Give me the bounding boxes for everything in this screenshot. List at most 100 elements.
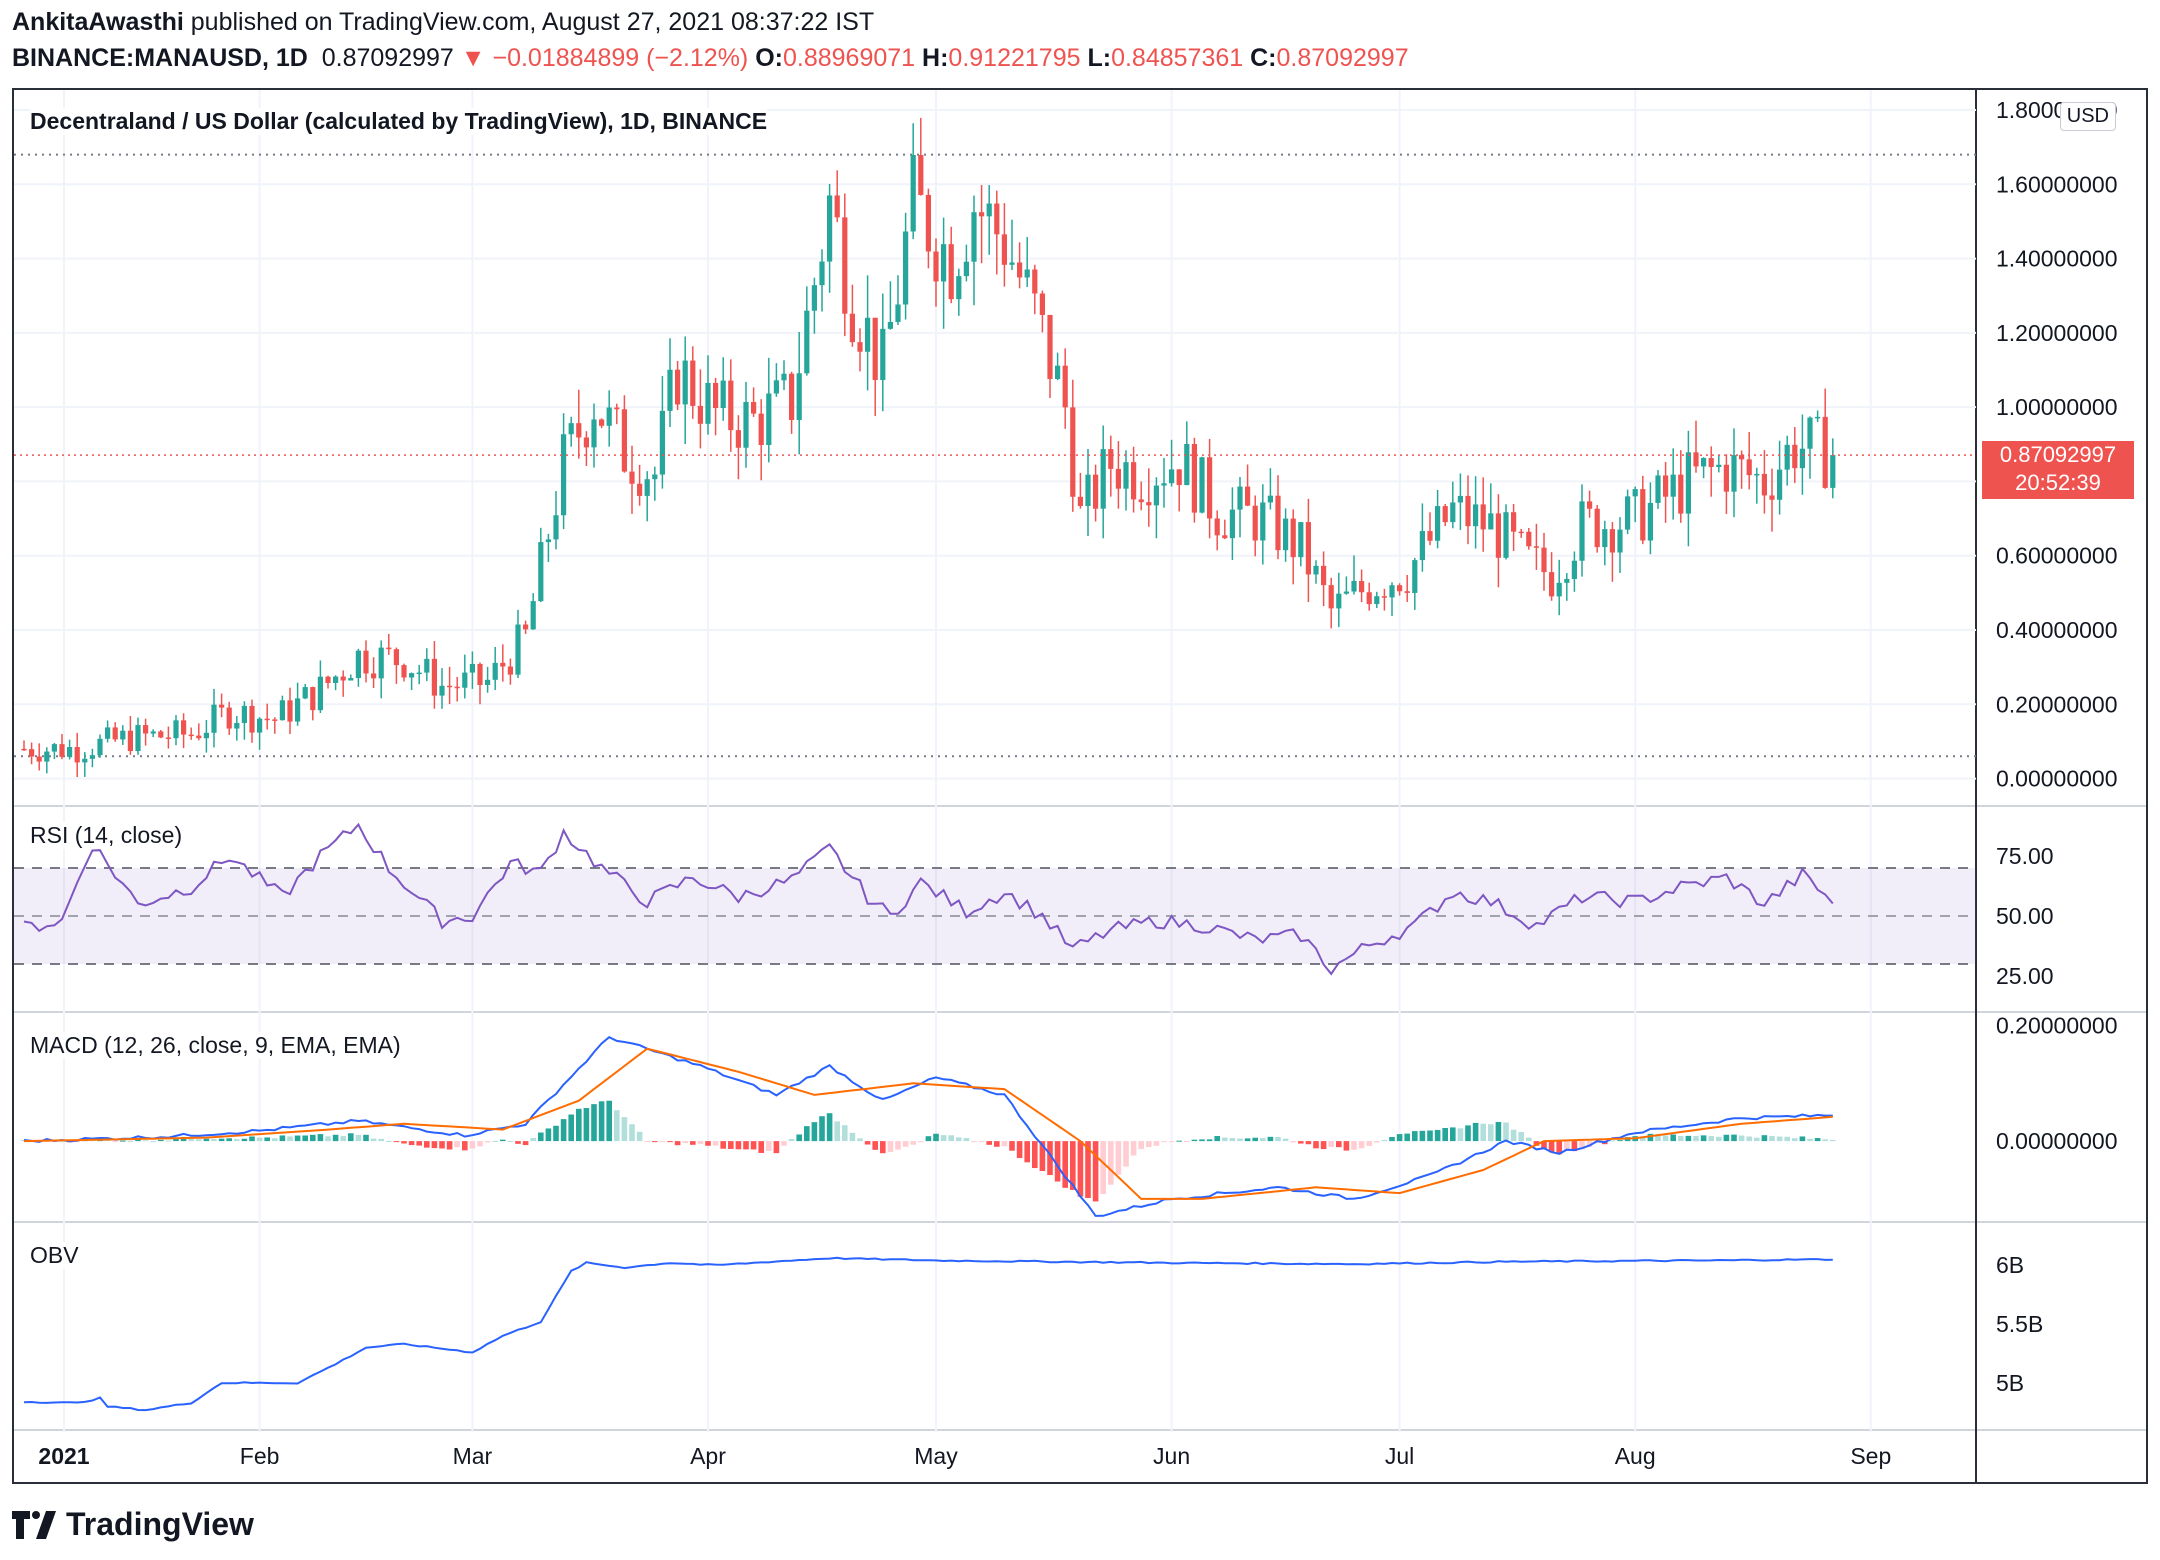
x-tick-label: Apr xyxy=(690,1443,726,1469)
macd-histogram-bar xyxy=(287,1136,293,1142)
bar-countdown: 20:52:39 xyxy=(2015,470,2101,496)
macd-histogram-bar xyxy=(158,1139,164,1142)
macd-histogram-bar xyxy=(1298,1141,1304,1144)
macd-histogram-bar xyxy=(218,1138,225,1142)
macd-histogram-bar xyxy=(644,1141,650,1143)
macd-histogram-bar xyxy=(241,1138,248,1142)
candle-body xyxy=(135,725,141,752)
macd-histogram-bar xyxy=(142,1140,149,1142)
macd-histogram-bar xyxy=(591,1104,597,1142)
candle-body xyxy=(758,413,764,445)
candle-body xyxy=(948,244,954,300)
candle-body xyxy=(576,423,582,438)
candle-body xyxy=(325,676,331,683)
macd-histogram-bar xyxy=(1290,1141,1296,1143)
candle-body xyxy=(553,515,559,540)
macd-histogram-bar xyxy=(1336,1141,1342,1148)
macd-histogram-bar xyxy=(712,1141,719,1146)
candle-body xyxy=(515,624,521,675)
macd-histogram-bar xyxy=(1457,1128,1464,1142)
candle-body xyxy=(956,276,962,300)
last-price-label: 0.87092997 20:52:39 xyxy=(1982,441,2134,500)
macd-histogram-bar xyxy=(956,1137,962,1142)
chart-canvas[interactable]: 2021 Feb Mar Apr May Jun Jul Aug Sep 0.00000000 0.… xyxy=(14,90,2146,1482)
macd-histogram-bar xyxy=(963,1138,970,1142)
macd-histogram-bar xyxy=(1343,1141,1350,1151)
macd-histogram-bar xyxy=(1571,1141,1578,1152)
candle-body xyxy=(1655,475,1661,503)
macd-histogram-bar xyxy=(994,1141,1000,1147)
y-tick-label: 75.00 xyxy=(1996,843,2054,869)
macd-histogram-bar xyxy=(1609,1140,1616,1142)
obv-line xyxy=(23,1256,1833,1412)
macd-histogram-bar xyxy=(1404,1133,1410,1142)
candle-body xyxy=(690,360,696,406)
symbol-label: BINANCE:MANAUSD, 1D xyxy=(12,44,308,72)
candle-body xyxy=(1495,513,1501,558)
macd-histogram-bar xyxy=(416,1141,422,1146)
open-label: O: xyxy=(755,44,783,72)
macd-histogram-bar xyxy=(1708,1136,1714,1142)
candle-body xyxy=(401,665,407,678)
macd-histogram-bar xyxy=(340,1136,346,1142)
candle-body xyxy=(1260,502,1266,541)
macd-histogram-bar xyxy=(1503,1122,1509,1142)
candle-body xyxy=(1708,458,1714,468)
candle-body xyxy=(1761,473,1767,496)
author-name[interactable]: AnkitaAwasthi xyxy=(12,8,184,36)
candle-body xyxy=(1032,269,1038,294)
candle-body xyxy=(781,373,787,381)
candle-body xyxy=(1267,495,1273,503)
macd-histogram-bar xyxy=(636,1131,643,1142)
macd-histogram-bar xyxy=(355,1134,362,1142)
candle-body xyxy=(591,419,597,448)
macd-histogram-bar xyxy=(667,1141,673,1143)
macd-histogram-bar xyxy=(1047,1141,1053,1176)
y-tick-label: 1.20000000 xyxy=(1996,320,2118,346)
candle-body xyxy=(789,373,795,420)
macd-histogram-bar xyxy=(1670,1134,1676,1142)
y-tick-label: 5.5B xyxy=(1996,1311,2043,1337)
candle-body xyxy=(454,686,460,689)
macd-histogram-bar xyxy=(1427,1130,1433,1142)
macd-histogram-bar xyxy=(743,1141,749,1150)
candle-body xyxy=(196,735,202,739)
candle-body xyxy=(462,672,468,688)
chart-frame[interactable]: 2021 Feb Mar Apr May Jun Jul Aug Sep 0.00000000 0.… xyxy=(12,88,2148,1484)
macd-histogram-bar xyxy=(1282,1138,1289,1142)
x-tick-label: Jul xyxy=(1385,1443,1414,1469)
macd-histogram-bar xyxy=(697,1141,704,1144)
candle-body xyxy=(1252,505,1258,541)
macd-histogram-bar xyxy=(477,1141,483,1147)
candle-body xyxy=(1412,560,1418,593)
candle-body xyxy=(872,317,878,380)
candle-body xyxy=(903,231,909,305)
macd-histogram-bar xyxy=(1723,1134,1730,1142)
candle-body xyxy=(1450,502,1456,523)
candle-body xyxy=(971,212,977,262)
candle-body xyxy=(1701,458,1707,467)
candle-body xyxy=(1062,365,1068,408)
candle-body xyxy=(1473,504,1479,527)
candle-body xyxy=(1503,512,1509,558)
candle-body xyxy=(523,624,529,630)
x-tick-label: Jun xyxy=(1153,1443,1190,1469)
candle-body xyxy=(1678,474,1684,514)
candle-body xyxy=(659,410,665,475)
candle-body xyxy=(1108,449,1114,469)
candle-body xyxy=(743,402,749,448)
candle-body xyxy=(1488,513,1494,530)
candle-body xyxy=(249,705,255,733)
rsi-pane-title: RSI (14, close) xyxy=(30,822,183,849)
macd-histogram-bar xyxy=(849,1132,856,1142)
macd-histogram-bar xyxy=(933,1133,939,1142)
candle-body xyxy=(1640,489,1646,541)
tradingview-logo[interactable]: TradingView xyxy=(12,1506,254,1543)
currency-button[interactable]: USD xyxy=(2059,102,2116,131)
candle-body xyxy=(1526,531,1532,547)
macd-histogram-bar xyxy=(857,1138,863,1142)
macd-histogram-bar xyxy=(1001,1141,1008,1147)
candle-body xyxy=(842,217,848,314)
macd-histogram-bar xyxy=(781,1141,787,1146)
macd-histogram-bar xyxy=(1252,1137,1258,1142)
